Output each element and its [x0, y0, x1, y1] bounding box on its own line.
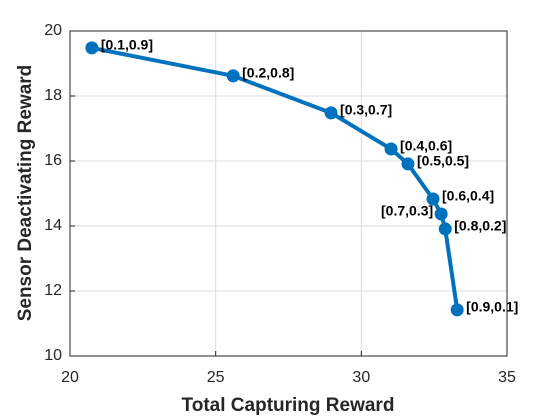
x-tick-label: 20	[61, 369, 79, 386]
y-tick-label: 16	[44, 152, 62, 169]
x-tick-label: 30	[352, 369, 370, 386]
x-tick-label: 25	[207, 369, 225, 386]
point-label: [0.3,0.7]	[340, 102, 392, 118]
point-label: [0.7,0.3]	[381, 203, 433, 219]
marker	[226, 69, 240, 83]
marker	[438, 222, 452, 236]
x-axis-label: Total Capturing Reward	[182, 395, 395, 416]
marker	[450, 303, 464, 317]
y-axis-label: Sensor Deactivating Reward	[15, 65, 36, 322]
plot-frame	[69, 30, 508, 357]
y-tick-label: 14	[44, 217, 62, 234]
line	[91, 45, 460, 311]
marker	[324, 106, 338, 120]
marker	[384, 142, 398, 156]
point-label: [0.9,0.1]	[466, 299, 518, 315]
marker	[434, 207, 448, 221]
point-label: [0.6,0.4]	[442, 188, 494, 204]
point-label: [0.4,0.6]	[400, 138, 452, 154]
point-label: [0.5,0.5]	[417, 153, 469, 169]
marker	[426, 192, 440, 206]
y-tick-label: 18	[44, 87, 62, 104]
marker	[85, 41, 99, 55]
y-tick-label: 10	[44, 347, 62, 364]
y-tick-label: 20	[44, 22, 62, 39]
y-tick-label: 12	[44, 282, 62, 299]
marker	[401, 157, 415, 171]
point-label: [0.8,0.2]	[454, 218, 506, 234]
point-label: [0.2,0.8]	[242, 65, 294, 81]
x-tick-label: 35	[498, 369, 516, 386]
point-label: [0.1,0.9]	[101, 37, 153, 53]
